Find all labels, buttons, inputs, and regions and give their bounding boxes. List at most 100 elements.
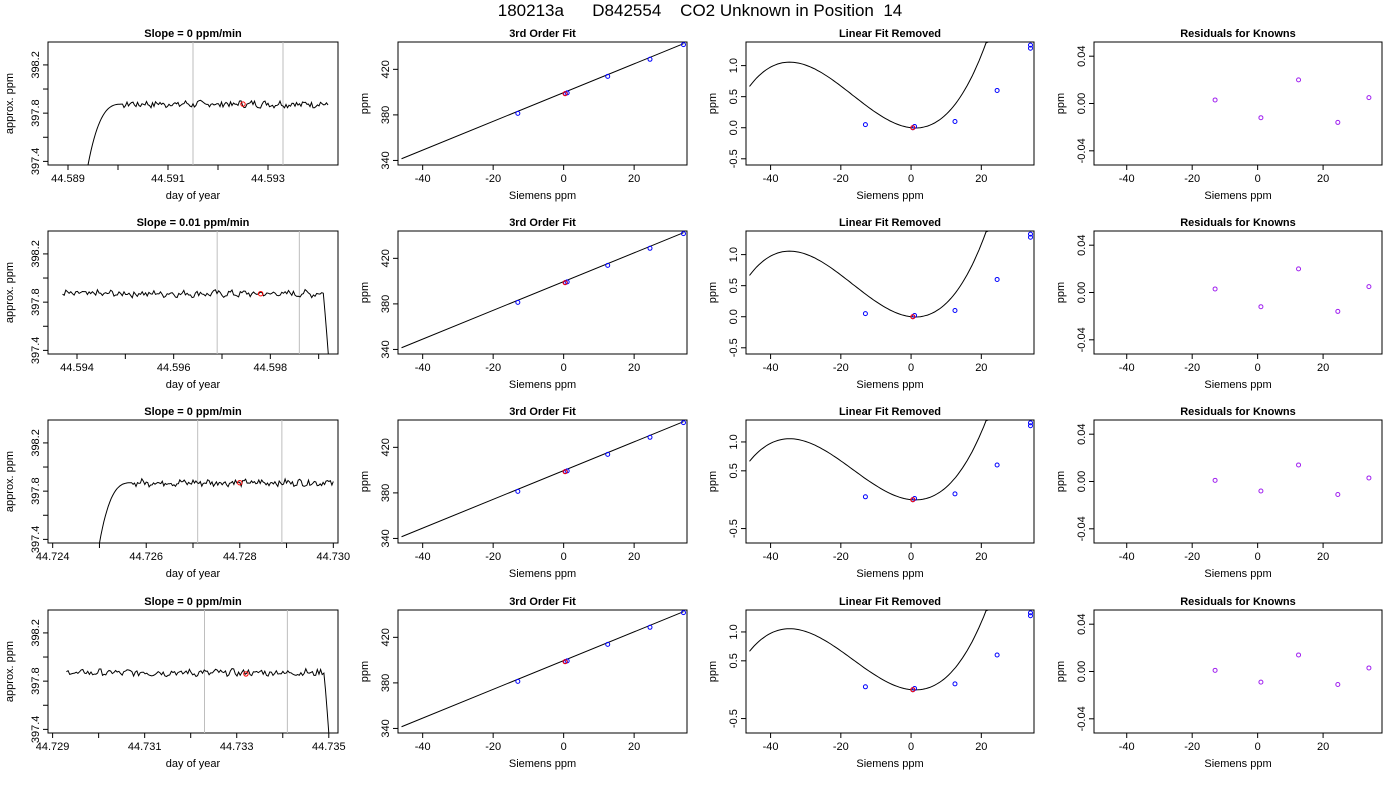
y-tick-label: -0.04 [1076, 327, 1088, 352]
x-tick-label: 44.735 [312, 741, 346, 753]
plot-frame [745, 230, 1035, 355]
x-tick-label: -20 [833, 173, 849, 185]
x-tick-label: -40 [1119, 551, 1135, 563]
x-tick-label: 20 [628, 362, 640, 374]
panel-linearfit-row2: Linear Fit Removed -40 -20 0 20 -0.5 0.0 0.5 1.0… [707, 217, 1035, 391]
y-tick-label: 398.2 [30, 51, 42, 79]
known-point [680, 42, 686, 48]
x-tick-label: 20 [628, 551, 640, 563]
x-tick-label: 20 [975, 741, 987, 753]
x-tick-label: 0 [561, 173, 567, 185]
x-tick-label: 20 [1317, 741, 1329, 753]
panel-timeseries-row1: Slope = 0 ppm/min 44.589 44.591 44.593 397.4… [4, 28, 339, 202]
x-tick-label: -40 [415, 741, 431, 753]
y-tick-label: 0.00 [1076, 661, 1088, 682]
plot-frame [745, 41, 1035, 166]
average-point [237, 480, 243, 486]
y-tick-label: -0.5 [728, 519, 740, 538]
y-tick-label: 0.00 [1076, 471, 1088, 492]
y-axis-label: ppm [1055, 661, 1067, 682]
residual-point [1258, 115, 1264, 121]
average-point [240, 101, 246, 107]
y-tick-label: 0.04 [1076, 45, 1088, 66]
y-tick-label: 420 [380, 249, 392, 267]
y-tick-label: 398.2 [30, 240, 42, 268]
y-tick-label: -0.04 [1076, 516, 1088, 541]
y-tick-label: 0.5 [728, 278, 740, 293]
known-point [605, 641, 611, 647]
known-point [1027, 42, 1033, 48]
known-point [515, 299, 521, 305]
y-axis-label: approx. ppm [4, 262, 16, 323]
x-tick-label: 20 [975, 173, 987, 185]
measurement-trace [87, 99, 329, 166]
x-tick-label: 0 [908, 173, 914, 185]
known-point [1027, 234, 1033, 240]
x-axis-label: Siemens ppm [1204, 379, 1271, 391]
known-point [605, 262, 611, 268]
x-axis-label: Siemens ppm [856, 758, 923, 770]
y-tick-label: 380 [380, 295, 392, 313]
plot-frame [397, 419, 688, 544]
panel-fit-row3: 3rd Order Fit -40 -20 0 20 340 380 420 Siemens p… [359, 406, 688, 580]
x-tick-label: 20 [975, 551, 987, 563]
panel-residuals-row1: Residuals for Knowns -40 -20 0 20 -0.04 0.00 0.… [1055, 28, 1383, 202]
plot-frame [1093, 41, 1383, 166]
unknown-point [910, 497, 916, 503]
residual-point [1335, 682, 1341, 688]
x-axis-label: Siemens ppm [856, 190, 923, 202]
panel-residuals-row3: Residuals for Knowns -40 -20 0 20 -0.04 0.00 0.… [1055, 406, 1383, 580]
x-tick-label: 44.594 [60, 362, 94, 374]
x-axis-label: Siemens ppm [1204, 758, 1271, 770]
y-axis-label: ppm [359, 282, 371, 303]
panel-title: Residuals for Knowns [1180, 406, 1296, 418]
x-axis-label: day of year [166, 758, 221, 770]
average-point [243, 671, 249, 677]
x-tick-label: 20 [628, 741, 640, 753]
known-point [647, 245, 653, 251]
y-axis-label: approx. ppm [4, 73, 16, 134]
x-tick-label: -40 [1119, 741, 1135, 753]
y-tick-label: -0.5 [728, 709, 740, 728]
y-axis-label: ppm [707, 661, 719, 682]
x-tick-label: 44.724 [36, 551, 70, 563]
x-tick-label: 0 [1255, 551, 1261, 563]
x-tick-label: -20 [1184, 173, 1200, 185]
y-tick-label: 0.0 [728, 309, 740, 324]
y-tick-label: -0.5 [728, 338, 740, 357]
x-tick-label: -40 [415, 173, 431, 185]
x-axis-label: Siemens ppm [509, 379, 576, 391]
x-axis-label: day of year [166, 379, 221, 391]
y-tick-label: 397.4 [30, 526, 42, 554]
fit-line [401, 43, 684, 160]
residual-point [1212, 286, 1218, 292]
x-tick-label: 0 [1255, 173, 1261, 185]
known-point [515, 488, 521, 494]
y-tick-label: 0.5 [728, 89, 740, 104]
y-tick-label: 397.8 [30, 99, 42, 127]
panel-title: Residuals for Knowns [1180, 596, 1296, 608]
measurement-trace [99, 477, 334, 544]
x-tick-label: 44.598 [254, 362, 288, 374]
x-tick-label: 0 [561, 741, 567, 753]
measurement-trace [66, 667, 330, 734]
x-axis-label: day of year [166, 190, 221, 202]
plot-frame [47, 609, 339, 734]
x-tick-label: 44.728 [223, 551, 257, 563]
panel-title: Slope = 0.01 ppm/min [137, 217, 250, 229]
known-point [862, 684, 868, 690]
panel-fit-row1: 3rd Order Fit -40 -20 0 20 340 380 420 Siemens p… [359, 28, 688, 202]
panel-title: Linear Fit Removed [839, 217, 941, 229]
x-tick-label: 0 [561, 362, 567, 374]
y-tick-label: 1.0 [728, 58, 740, 73]
x-tick-label: -40 [763, 741, 779, 753]
residual-point [1366, 475, 1372, 481]
known-point [605, 451, 611, 457]
known-point [680, 610, 686, 616]
x-axis-label: Siemens ppm [509, 568, 576, 580]
panel-residuals-row4: Residuals for Knowns -40 -20 0 20 -0.04 0.00 0.… [1055, 596, 1383, 770]
y-tick-label: 340 [380, 529, 392, 547]
y-tick-label: 0.04 [1076, 234, 1088, 255]
cubic-curve [749, 41, 1031, 129]
x-tick-label: -20 [833, 741, 849, 753]
